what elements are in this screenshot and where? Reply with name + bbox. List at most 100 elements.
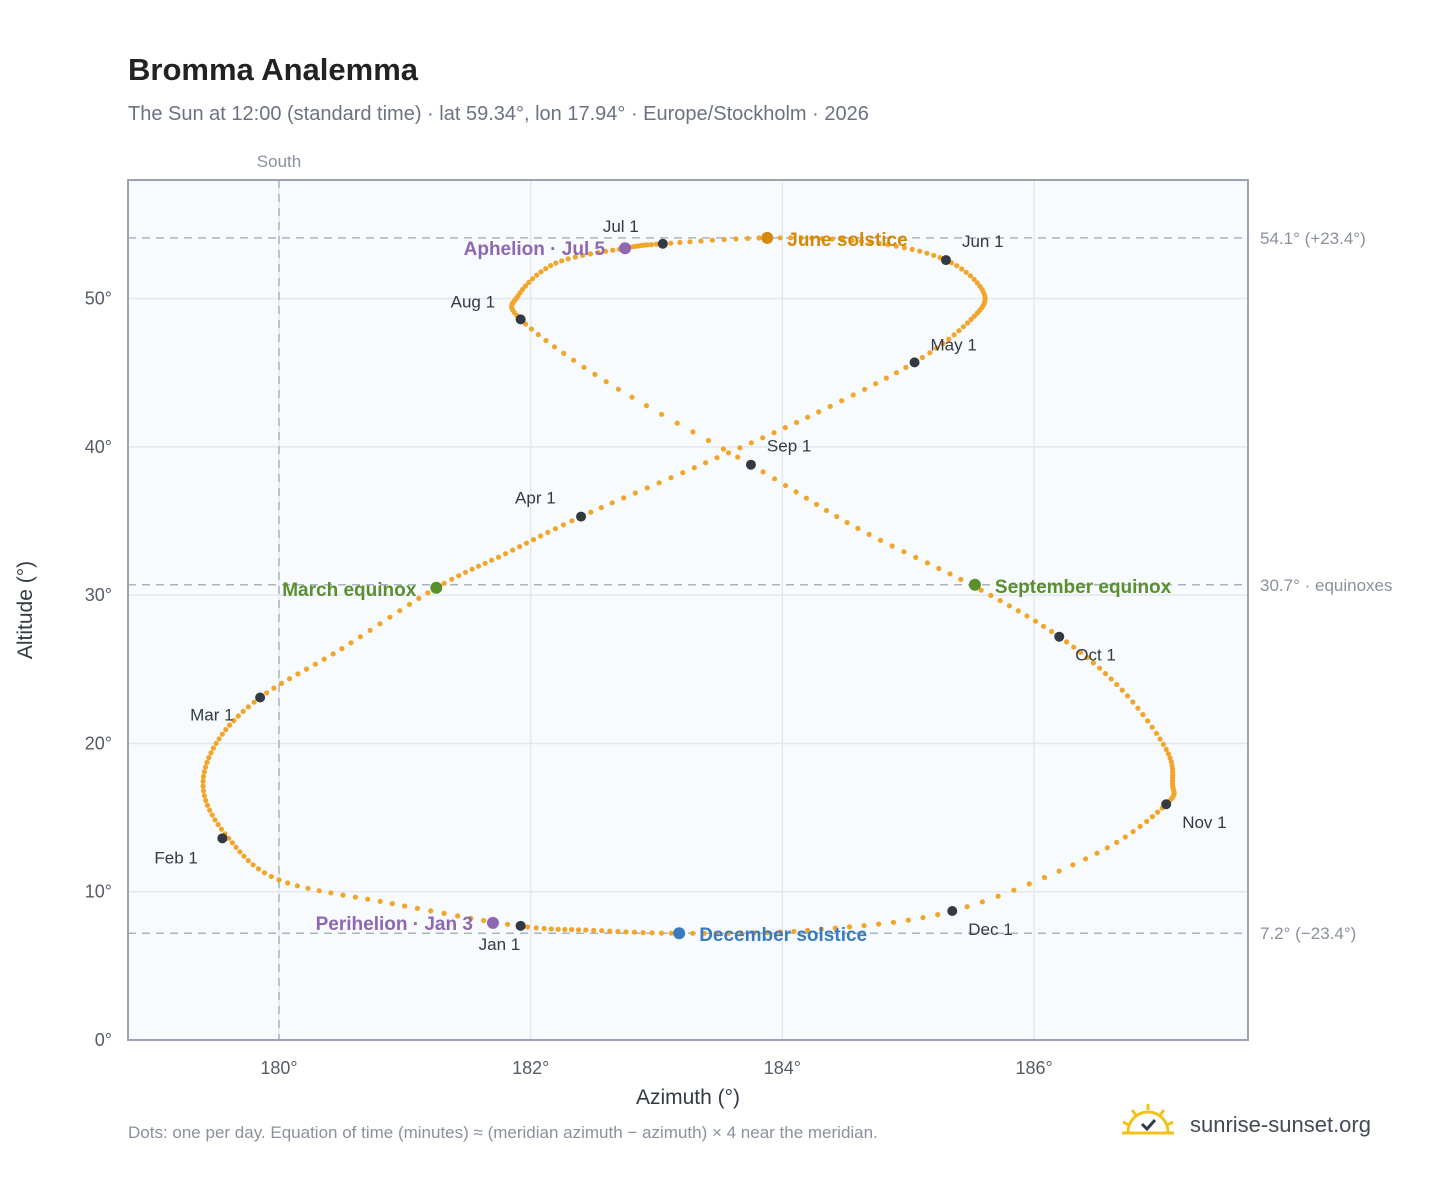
daily-dot [502, 551, 509, 557]
daily-dot [709, 237, 716, 243]
event-label: March equinox [282, 580, 417, 601]
daily-dot [832, 925, 838, 931]
daily-dot [703, 460, 709, 466]
month-marker [745, 459, 756, 470]
daily-dot [893, 370, 900, 376]
daily-dot [200, 788, 207, 794]
daily-dot [588, 509, 594, 515]
daily-dot [1041, 874, 1048, 881]
daily-dot [598, 505, 604, 511]
daily-dot [1137, 823, 1143, 830]
event-label: December solstice [699, 925, 867, 946]
sun-logo-icon [1122, 1104, 1174, 1135]
daily-dot [530, 537, 537, 543]
daily-dot [271, 685, 277, 691]
daily-dot [200, 774, 207, 780]
daily-dot [548, 263, 554, 269]
daily-dot [861, 923, 867, 929]
daily-dot [208, 750, 214, 756]
daily-dot [862, 386, 868, 392]
daily-dot [1056, 868, 1062, 874]
daily-dot [517, 544, 523, 550]
daily-dot [538, 269, 544, 275]
daily-dot [935, 912, 941, 918]
daily-dot [615, 386, 622, 392]
daily-dot [1024, 613, 1030, 619]
daily-dot [1167, 755, 1173, 761]
reference-lines: South 54.1° (+23.4°) 30.7° · equinoxes 7.2°… [128, 152, 1393, 1040]
daily-dot [839, 237, 845, 243]
event-label: Perihelion · Jan 3 [316, 914, 473, 935]
y-axis-label: Altitude (°) [14, 561, 37, 659]
daily-dot [241, 853, 247, 859]
month-marker [1054, 631, 1065, 642]
event-marker [430, 581, 443, 594]
daily-dot [212, 817, 218, 823]
month-label: Sep 1 [767, 437, 811, 456]
daily-dot [803, 495, 810, 501]
daily-dot [979, 899, 986, 905]
daily-dot [839, 398, 845, 404]
daily-dot [389, 901, 395, 907]
daily-dot [855, 525, 861, 532]
y-tick-label: 40° [85, 437, 112, 457]
daily-dot [295, 671, 301, 677]
daily-dot [468, 915, 474, 921]
daily-dot [1094, 850, 1100, 856]
daily-dot [698, 238, 704, 244]
plot-frame [127, 179, 1249, 1041]
daily-dot [481, 917, 487, 924]
daily-dot [543, 337, 549, 344]
daily-dot [778, 929, 784, 935]
daily-dot [967, 273, 974, 279]
month-label: May 1 [931, 335, 977, 354]
daily-dot [917, 248, 923, 254]
daily-dot [231, 718, 237, 724]
daily-dot [1104, 845, 1110, 851]
brand-text: sunrise-sunset.org [1190, 1112, 1371, 1137]
daily-dot [805, 414, 811, 420]
daily-dot [1108, 676, 1114, 682]
daily-dot [968, 316, 974, 322]
daily-dot [890, 919, 897, 925]
month-label: Feb 1 [154, 848, 197, 867]
reference-label: 30.7° · equinoxes [1260, 576, 1393, 595]
daily-dot [1130, 829, 1136, 835]
daily-dot [1015, 608, 1021, 614]
daily-dot [245, 704, 251, 710]
daily-dot [365, 896, 371, 902]
daily-dot [441, 580, 447, 586]
brand-logo[interactable]: sunrise-sunset.org [1120, 1100, 1390, 1150]
daily-dot [777, 235, 783, 241]
daily-dot [535, 332, 541, 338]
y-tick-label: 10° [85, 882, 112, 902]
daily-dot [207, 807, 213, 813]
daily-dot [482, 560, 488, 566]
daily-dots [200, 235, 1177, 936]
event-marker [968, 578, 981, 591]
month-label: Apr 1 [515, 489, 556, 508]
daily-dot [658, 930, 665, 936]
event-markers: June solstice December solstice March equi… [282, 230, 1171, 946]
daily-dot [377, 898, 383, 905]
daily-dot [1135, 705, 1141, 711]
reference-label: 7.2° (−23.4°) [1260, 924, 1356, 943]
x-tick-label: 186° [1015, 1058, 1052, 1078]
daily-dot [1157, 736, 1163, 742]
month-marker [255, 692, 266, 703]
daily-dot [771, 430, 777, 436]
daily-dot [936, 565, 942, 572]
daily-dot [995, 893, 1001, 899]
y-tick-label: 50° [85, 289, 112, 309]
daily-dot [330, 651, 336, 657]
daily-dot [339, 646, 345, 652]
daily-dot [866, 531, 872, 538]
daily-dot [1097, 665, 1103, 671]
daily-dot [644, 485, 650, 491]
y-tick-label: 30° [85, 585, 112, 605]
daily-dot [721, 236, 727, 243]
daily-dot [733, 236, 739, 242]
daily-dot [303, 666, 310, 672]
daily-dot [240, 708, 246, 715]
x-tick-label: 184° [764, 1058, 801, 1078]
